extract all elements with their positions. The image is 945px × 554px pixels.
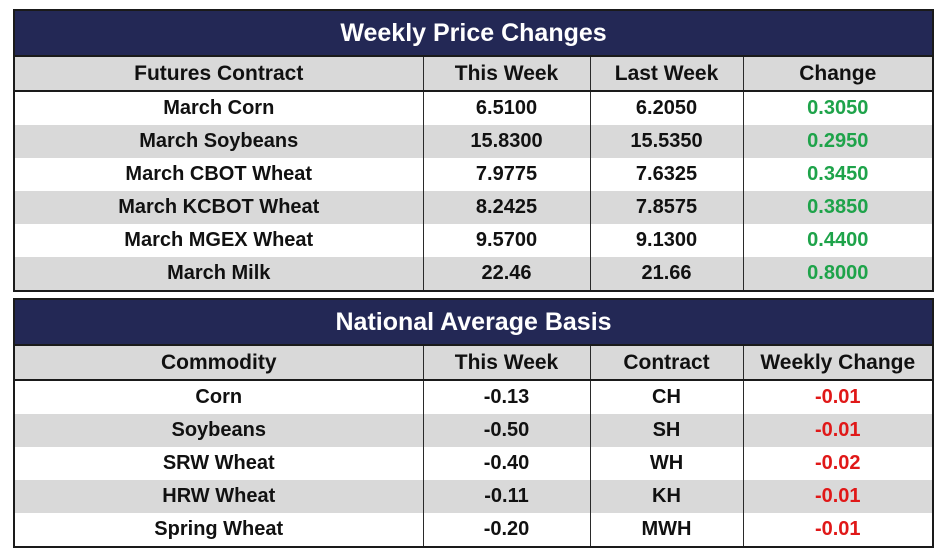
this-week-cell: 9.5700	[422, 224, 591, 257]
this-week-cell: 15.8300	[422, 125, 591, 158]
table-row: March Soybeans 15.8300 15.5350 0.2950	[13, 125, 934, 158]
col-header-futures-contract: Futures Contract	[13, 56, 424, 92]
table-row: Corn -0.13 CH -0.01	[13, 380, 934, 414]
weekly-price-changes-table: Weekly Price Changes Futures Contract Th…	[13, 9, 935, 292]
last-week-cell: 15.5350	[589, 125, 744, 158]
this-week-cell: -0.11	[422, 480, 591, 513]
last-week-cell: 9.1300	[589, 224, 744, 257]
weekly-change-cell: -0.01	[742, 414, 934, 447]
weekly-change-cell: -0.01	[742, 480, 934, 513]
this-week-cell: 6.5100	[422, 91, 591, 125]
last-week-cell: 7.6325	[589, 158, 744, 191]
change-cell: 0.3050	[742, 91, 934, 125]
contract-cell: CH	[589, 380, 744, 414]
col-header-weekly-change: Weekly Change	[742, 345, 934, 381]
last-week-cell: 21.66	[589, 257, 744, 291]
contract-cell: KH	[589, 480, 744, 513]
table-row: SRW Wheat -0.40 WH -0.02	[13, 447, 934, 480]
futures-contract-cell: March Corn	[13, 91, 424, 125]
contract-cell: SH	[589, 414, 744, 447]
table-row: HRW Wheat -0.11 KH -0.01	[13, 480, 934, 513]
contract-cell: MWH	[589, 513, 744, 547]
col-header-this-week: This Week	[422, 345, 591, 381]
weekly-change-cell: -0.02	[742, 447, 934, 480]
weekly-change-cell: -0.01	[742, 380, 934, 414]
basis-title: National Average Basis	[13, 299, 934, 346]
change-cell: 0.3450	[742, 158, 934, 191]
contract-cell: WH	[589, 447, 744, 480]
table-row: Soybeans -0.50 SH -0.01	[13, 414, 934, 447]
col-header-change: Change	[742, 56, 934, 92]
commodity-cell: Corn	[13, 380, 424, 414]
table-row: March Corn 6.5100 6.2050 0.3050	[13, 91, 934, 125]
table-row: March KCBOT Wheat 8.2425 7.8575 0.3850	[13, 191, 934, 224]
futures-contract-cell: March Milk	[13, 257, 424, 291]
table-row: March CBOT Wheat 7.9775 7.6325 0.3450	[13, 158, 934, 191]
col-header-this-week: This Week	[422, 56, 591, 92]
national-average-basis-table: National Average Basis Commodity This We…	[13, 298, 935, 548]
this-week-cell: -0.40	[422, 447, 591, 480]
this-week-cell: 7.9775	[422, 158, 591, 191]
table-row: March MGEX Wheat 9.5700 9.1300 0.4400	[13, 224, 934, 257]
change-cell: 0.2950	[742, 125, 934, 158]
table-row: Spring Wheat -0.20 MWH -0.01	[13, 513, 934, 547]
futures-contract-cell: March KCBOT Wheat	[13, 191, 424, 224]
this-week-cell: 22.46	[422, 257, 591, 291]
col-header-commodity: Commodity	[13, 345, 424, 381]
commodity-cell: Soybeans	[13, 414, 424, 447]
this-week-cell: 8.2425	[422, 191, 591, 224]
commodity-cell: Spring Wheat	[13, 513, 424, 547]
price-changes-title: Weekly Price Changes	[13, 10, 934, 57]
futures-contract-cell: March CBOT Wheat	[13, 158, 424, 191]
weekly-change-cell: -0.01	[742, 513, 934, 547]
this-week-cell: -0.13	[422, 380, 591, 414]
col-header-last-week: Last Week	[589, 56, 744, 92]
change-cell: 0.3850	[742, 191, 934, 224]
col-header-contract: Contract	[589, 345, 744, 381]
this-week-cell: -0.50	[422, 414, 591, 447]
commodity-cell: HRW Wheat	[13, 480, 424, 513]
change-cell: 0.8000	[742, 257, 934, 291]
futures-contract-cell: March Soybeans	[13, 125, 424, 158]
commodity-cell: SRW Wheat	[13, 447, 424, 480]
change-cell: 0.4400	[742, 224, 934, 257]
table-row: March Milk 22.46 21.66 0.8000	[13, 257, 934, 291]
this-week-cell: -0.20	[422, 513, 591, 547]
price-changes-header-row: Futures Contract This Week Last Week Cha…	[13, 56, 934, 92]
futures-contract-cell: March MGEX Wheat	[13, 224, 424, 257]
last-week-cell: 6.2050	[589, 91, 744, 125]
last-week-cell: 7.8575	[589, 191, 744, 224]
basis-header-row: Commodity This Week Contract Weekly Chan…	[13, 345, 934, 381]
